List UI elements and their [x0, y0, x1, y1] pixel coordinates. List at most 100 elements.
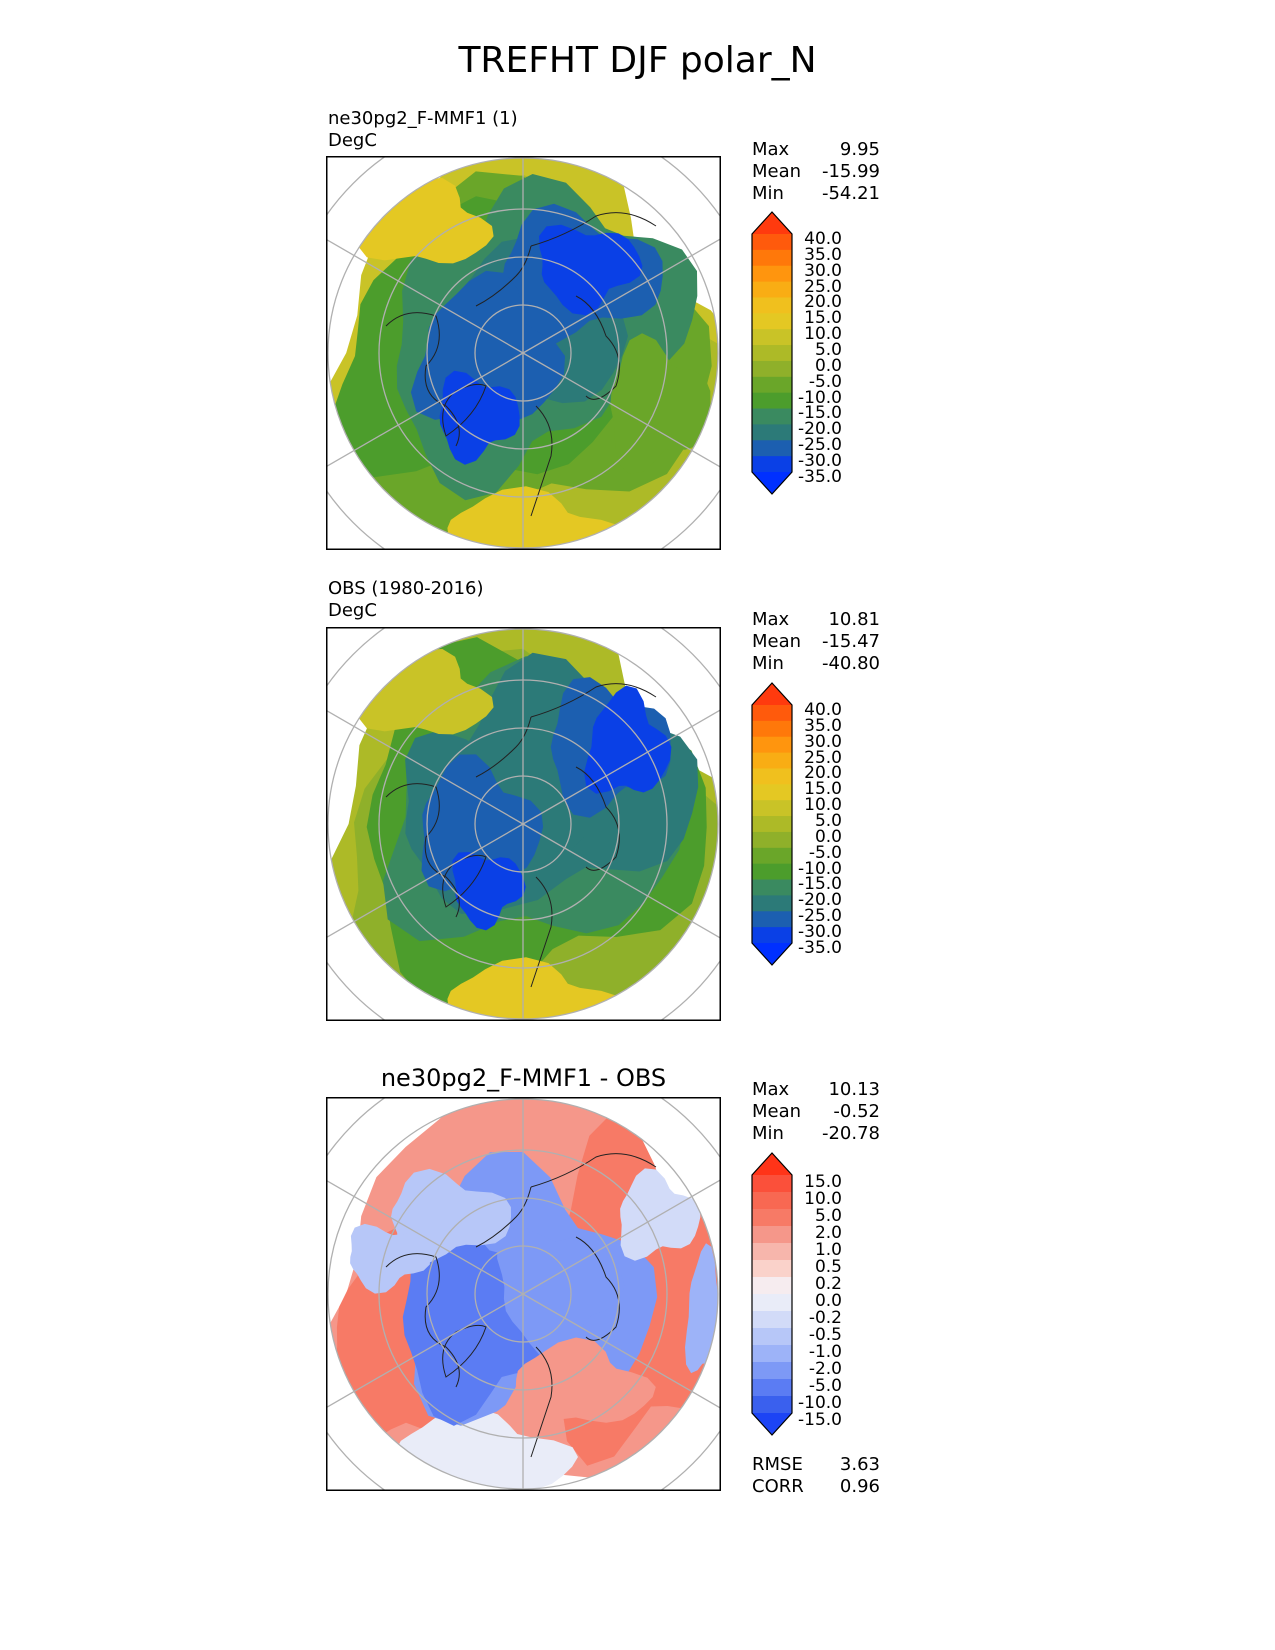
panel1-stat-label: Min	[752, 183, 784, 204]
panel2-colorbar-tick-label: -25.0	[798, 906, 842, 927]
panel2-colorbar-tick-label: -35.0	[798, 937, 842, 958]
panel2-colorbar-swatch	[752, 752, 792, 769]
panel1-colorbar-tick-label: -20.0	[798, 419, 842, 440]
panel3-map-region	[497, 1228, 625, 1362]
panel1-map-meridian	[326, 238, 524, 354]
panel3-metric-label: CORR	[752, 1476, 804, 1497]
panel2-colorbar-tick-label: 25.0	[804, 747, 842, 768]
panel1-stat-label: Mean	[752, 161, 802, 182]
panel2-colorbar-tick-label: -15.0	[798, 874, 842, 895]
panel1-colorbar-swatch	[752, 234, 792, 251]
panel2-map-region	[421, 754, 544, 892]
panel3-colorbar-labels: 15.0 10.0 5.0 2.0 1.0 0.5 0.2 0.0 -0.2 -0.5 -1.0 -2…	[798, 1174, 842, 1429]
panel2-colorbar-tick-label: -10.0	[798, 858, 842, 879]
figure-title: TREFHT DJF polar_N	[458, 40, 817, 81]
panel3-stat-label: Max	[752, 1079, 790, 1100]
panel1-stat-value: -15.99	[821, 161, 880, 182]
panel1-colorbar-tick-label: 5.0	[814, 340, 842, 361]
panel2-colorbar-tick-label: 30.0	[804, 731, 842, 752]
panel2-colorbar-swatch	[752, 895, 792, 912]
panel1-stat-row: Mean -15.99	[752, 161, 880, 183]
panel3-colorbar-swatch	[752, 1379, 792, 1397]
panel1-colorbar-tick-label: 25.0	[804, 276, 842, 297]
panel2-map-region	[584, 685, 672, 794]
panel3-colorbar-tick-label: 15.0	[804, 1172, 842, 1192]
panel3-colorbar-swatch	[752, 1226, 792, 1244]
panel2-stats: Max 10.81 Mean -15.47 Min -40.80	[752, 609, 880, 675]
panel1-colorbar-tick-label: -5.0	[808, 371, 842, 392]
panel1-stats: Max 9.95 Mean -15.99 Min -54.21	[752, 139, 880, 205]
panel2-stat-row: Min -40.80	[752, 653, 880, 675]
panel1-map-frame	[326, 156, 721, 550]
panel3-map-meridian	[326, 1293, 524, 1409]
panel2-stat-label: Max	[752, 609, 790, 630]
panel2-stat-row: Max 10.81	[752, 609, 880, 631]
panel1-colorbar-swatch	[752, 456, 792, 473]
panel1-colorbar-tick-label: -25.0	[798, 435, 842, 456]
panel3-map	[326, 1097, 721, 1491]
panel1-map	[326, 156, 721, 550]
panel1-colorbar-tick-label: 20.0	[804, 292, 842, 313]
panel2-colorbar-swatch	[752, 800, 792, 817]
panel2-colorbar-tick-label: -5.0	[808, 842, 842, 863]
panel1-colorbar-swatch	[752, 281, 792, 298]
panel1-colorbar-tick-label: 0.0	[814, 355, 842, 376]
panel2-colorbar-extend-max	[752, 683, 792, 705]
panel3-colorbar-swatch	[752, 1362, 792, 1380]
panel2-colorbar-labels: 40.0 35.0 30.0 25.0 20.0 15.0 10.0 5.0 0.0 -5.0 -1…	[798, 700, 842, 958]
panel3-metric-row: CORR 0.96	[752, 1476, 880, 1498]
panel3-colorbar-tick-label: 10.0	[804, 1189, 842, 1209]
panel2-colorbar-tick-label: 35.0	[804, 715, 842, 736]
panel1-colorbar-tick-label: 35.0	[804, 244, 842, 265]
panel3-colorbar-swatch	[752, 1345, 792, 1363]
panel2-stat-row: Mean -15.47	[752, 631, 880, 653]
panel2-map-region	[439, 957, 629, 1019]
panel1-stat-label: Max	[752, 139, 790, 160]
panel1-colorbar-tick-label: 40.0	[804, 229, 842, 249]
panel3-colorbar-swatch	[752, 1294, 792, 1312]
panel3-stats: Max 10.13 Mean -0.52 Min -20.78	[752, 1079, 880, 1145]
panel2-colorbar	[751, 682, 793, 966]
panel1-map-region	[539, 224, 643, 316]
panel2-colorbar-swatch	[752, 927, 792, 944]
panel1-map-region	[439, 370, 520, 465]
panel3-stat-label: Min	[752, 1123, 784, 1144]
panel3-colorbar-extend-max	[752, 1153, 792, 1175]
panel1-colorbar-swatch	[752, 297, 792, 314]
panel1-name: ne30pg2_F-MMF1 (1)	[328, 108, 518, 129]
panel1-colorbar-tick-label: 10.0	[804, 324, 842, 345]
panel3-colorbar-tick-label: 0.0	[814, 1291, 842, 1311]
panel3-map-region	[504, 1337, 656, 1426]
panel2-colorbar-tick-label: 5.0	[814, 811, 842, 832]
panel2-colorbar-swatch	[752, 768, 792, 785]
panel2-map-field	[328, 629, 718, 1019]
panel1-colorbar-tick-label: 30.0	[804, 260, 842, 281]
panel3-colorbar-tick-label: -5.0	[808, 1376, 842, 1396]
panel2-colorbar-tick-label: 40.0	[804, 700, 842, 720]
panel3-map-meridian	[522, 1178, 721, 1295]
panel3-colorbar-tick-label: 1.0	[814, 1240, 842, 1260]
panel3-colorbar-swatch	[752, 1311, 792, 1329]
panel2-header: OBS (1980-2016) DegC	[328, 578, 484, 622]
panel2-colorbar-swatch	[752, 705, 792, 722]
panel2-colorbar-tick-label: 20.0	[804, 763, 842, 784]
panel3-metric-label: RMSE	[752, 1454, 803, 1475]
panel3-colorbar-swatch	[752, 1175, 792, 1193]
panel1-colorbar-swatch	[752, 440, 792, 457]
panel3-title: ne30pg2_F-MMF1 - OBS	[380, 1064, 667, 1092]
panel2-colorbar-swatch	[752, 720, 792, 738]
panel2-colorbar-tick-label: 10.0	[804, 795, 842, 816]
panel3-colorbar-tick-label: -2.0	[808, 1359, 842, 1379]
panel2-stat-value: 10.81	[828, 609, 880, 630]
panel2-stat-value: -15.47	[821, 631, 880, 652]
panel1-colorbar-swatch	[752, 392, 792, 410]
panel3-stat-label: Mean	[752, 1101, 802, 1122]
panel2-colorbar-outline	[751, 682, 793, 966]
panel3-colorbar-swatch	[752, 1260, 792, 1278]
panel1-units: DegC	[328, 130, 377, 151]
panel3-stat-value: 10.13	[828, 1079, 880, 1100]
panel2-stat-label: Min	[752, 653, 784, 674]
panel2-colorbar-swatch	[752, 784, 792, 801]
panel2-colorbar-tick-label: 15.0	[804, 779, 842, 800]
panel3-colorbar-tick-label: 5.0	[814, 1206, 842, 1226]
